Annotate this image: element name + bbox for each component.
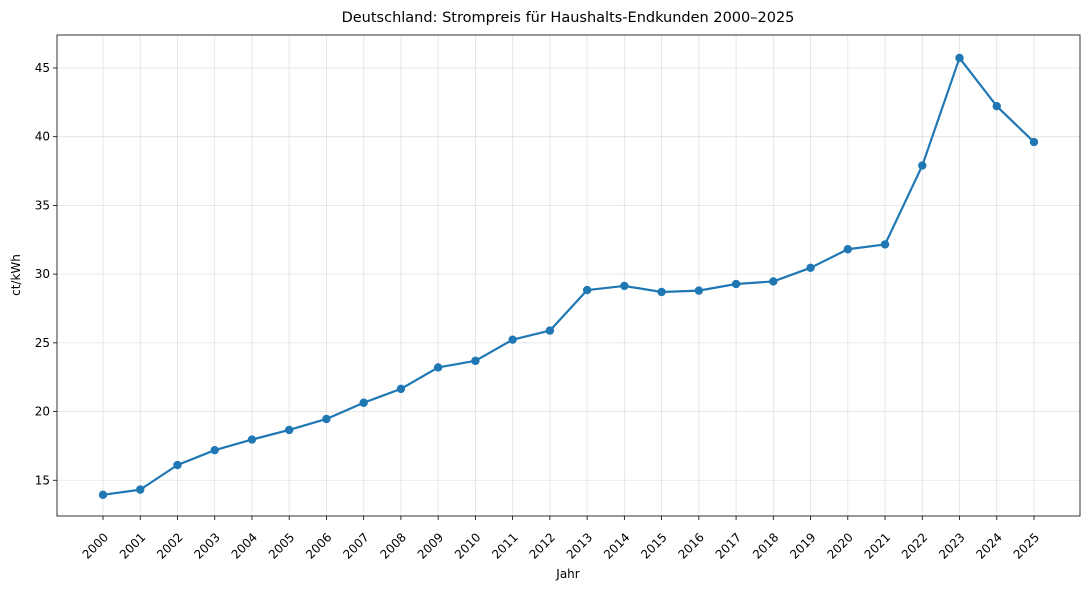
data-point	[173, 460, 182, 470]
x-tick-label: 2017	[713, 530, 744, 561]
x-axis-label: Jahr	[555, 567, 579, 581]
x-tick-label: 2021	[862, 530, 893, 561]
data-point	[657, 287, 666, 297]
grid	[57, 35, 1080, 516]
y-axis: 15 20 25 30 35 40 45	[35, 61, 57, 487]
x-tick-label: 2000	[80, 530, 111, 561]
x-tick-label: 2008	[378, 530, 409, 561]
x-tick-label: 2006	[303, 530, 334, 561]
data-point	[992, 101, 1001, 111]
y-tick-label: 15	[35, 473, 50, 487]
x-tick-label: 2020	[824, 530, 855, 561]
series-line	[101, 56, 1036, 496]
y-tick-label: 25	[35, 336, 50, 350]
data-point	[694, 286, 704, 295]
data-point	[508, 335, 517, 344]
data-point	[471, 356, 480, 366]
data-point	[620, 281, 629, 291]
x-tick-label: 2004	[229, 530, 260, 561]
x-tick-label: 2012	[527, 530, 558, 561]
x-tick-label: 2023	[936, 530, 967, 561]
data-point	[359, 398, 368, 407]
x-axis: 2000 2001 2002 2003 2004 2005 2006 2007 2008 2009…	[80, 516, 1042, 562]
x-tick-label: 2015	[638, 530, 669, 561]
x-tick-label: 2007	[340, 530, 371, 561]
data-point	[322, 414, 331, 424]
x-tick-label: 2024	[973, 530, 1004, 561]
plot-area-frame	[56, 34, 1081, 517]
data-point	[1029, 137, 1039, 147]
data-point	[98, 490, 108, 500]
x-tick-label: 2014	[601, 530, 632, 561]
data-point	[806, 263, 815, 273]
data-point	[285, 425, 294, 435]
x-tick-label: 2018	[750, 530, 781, 561]
y-tick-label: 35	[35, 198, 50, 212]
data-point	[247, 435, 257, 444]
x-tick-label: 2019	[787, 530, 818, 561]
data-point	[769, 277, 778, 286]
x-tick-label: 2005	[266, 530, 297, 561]
series	[98, 53, 1039, 500]
data-point	[731, 279, 741, 289]
y-tick-label: 45	[35, 61, 50, 75]
data-point	[918, 161, 927, 170]
data-point	[433, 363, 443, 372]
data-point	[210, 445, 219, 455]
data-point	[582, 285, 592, 295]
data-point	[880, 240, 890, 249]
y-tick-label: 40	[35, 130, 50, 144]
x-tick-label: 2011	[489, 530, 520, 561]
y-axis-label: ct/kWh	[9, 254, 23, 296]
x-tick-label: 2009	[415, 530, 446, 561]
chart-title: Deutschland: Strompreis für Haushalts-En…	[342, 10, 795, 26]
x-tick-label: 2025	[1011, 530, 1042, 561]
x-tick-label: 2001	[117, 530, 148, 561]
y-tick-label: 20	[35, 405, 50, 419]
data-point	[545, 326, 555, 335]
data-point	[955, 53, 964, 63]
data-point	[843, 245, 852, 254]
x-tick-label: 2022	[899, 530, 930, 561]
data-point	[136, 485, 145, 494]
x-tick-label: 2010	[452, 530, 483, 561]
x-tick-label: 2002	[154, 530, 185, 561]
data-point	[396, 384, 406, 394]
y-tick-label: 30	[35, 267, 50, 281]
x-tick-label: 2003	[191, 530, 222, 561]
x-tick-label: 2016	[675, 530, 706, 561]
x-tick-label: 2013	[564, 530, 595, 561]
